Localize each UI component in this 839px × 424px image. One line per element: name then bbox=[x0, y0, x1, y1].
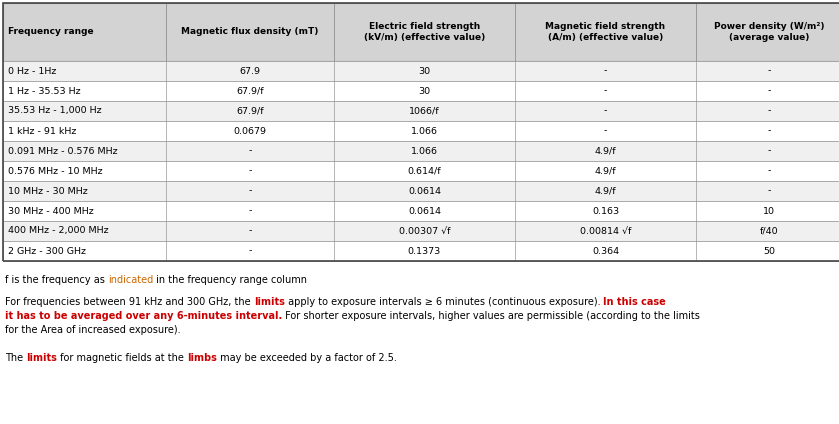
Text: 400 MHz - 2,000 MHz: 400 MHz - 2,000 MHz bbox=[8, 226, 108, 235]
Text: 1 kHz - 91 kHz: 1 kHz - 91 kHz bbox=[8, 126, 76, 136]
Text: limits: limits bbox=[26, 353, 57, 363]
Text: -: - bbox=[248, 226, 252, 235]
Bar bbox=[3, 141, 839, 161]
Text: 0.163: 0.163 bbox=[592, 206, 619, 215]
Bar bbox=[3, 121, 839, 141]
Text: 1.066: 1.066 bbox=[411, 126, 438, 136]
Text: 0.00814 √f: 0.00814 √f bbox=[580, 226, 631, 235]
Bar bbox=[3, 61, 839, 81]
Text: 4.9/f: 4.9/f bbox=[595, 147, 617, 156]
Text: -: - bbox=[248, 147, 252, 156]
Text: 0.091 MHz - 0.576 MHz: 0.091 MHz - 0.576 MHz bbox=[8, 147, 117, 156]
Text: 0.0614: 0.0614 bbox=[408, 206, 441, 215]
Text: 0.0614: 0.0614 bbox=[408, 187, 441, 195]
Bar bbox=[3, 181, 839, 201]
Text: 35.53 Hz - 1,000 Hz: 35.53 Hz - 1,000 Hz bbox=[8, 106, 102, 115]
Text: Electric field strength
(kV/m) (effective value): Electric field strength (kV/m) (effectiv… bbox=[364, 22, 485, 42]
Text: 67.9: 67.9 bbox=[239, 67, 260, 75]
Text: 0 Hz - 1Hz: 0 Hz - 1Hz bbox=[8, 67, 56, 75]
Text: -: - bbox=[768, 106, 771, 115]
Text: -: - bbox=[248, 206, 252, 215]
Bar bbox=[3, 201, 839, 221]
Text: Power density (W/m²)
(average value): Power density (W/m²) (average value) bbox=[714, 22, 824, 42]
Text: 1066/f: 1066/f bbox=[409, 106, 440, 115]
Bar bbox=[3, 81, 839, 101]
Text: 1 Hz - 35.53 Hz: 1 Hz - 35.53 Hz bbox=[8, 86, 81, 95]
Text: for magnetic fields at the: for magnetic fields at the bbox=[57, 353, 187, 363]
Text: -: - bbox=[768, 126, 771, 136]
Bar bbox=[3, 161, 839, 181]
Text: 10: 10 bbox=[763, 206, 775, 215]
Text: 0.576 MHz - 10 MHz: 0.576 MHz - 10 MHz bbox=[8, 167, 102, 176]
Text: 67.9/f: 67.9/f bbox=[237, 106, 263, 115]
Text: it has to be averaged over any 6-minutes interval.: it has to be averaged over any 6-minutes… bbox=[5, 311, 282, 321]
Text: 0.00307 √f: 0.00307 √f bbox=[399, 226, 451, 235]
Text: apply to exposure intervals ≥ 6 minutes (continuous exposure).: apply to exposure intervals ≥ 6 minutes … bbox=[284, 297, 603, 307]
Text: 30: 30 bbox=[419, 67, 430, 75]
Text: -: - bbox=[768, 67, 771, 75]
Bar bbox=[3, 101, 839, 121]
Text: 0.0679: 0.0679 bbox=[233, 126, 267, 136]
Text: 1.066: 1.066 bbox=[411, 147, 438, 156]
Text: -: - bbox=[768, 187, 771, 195]
Text: Magnetic field strength
(A/m) (effective value): Magnetic field strength (A/m) (effective… bbox=[545, 22, 665, 42]
Text: For frequencies between 91 kHz and 300 GHz, the: For frequencies between 91 kHz and 300 G… bbox=[5, 297, 253, 307]
Text: -: - bbox=[768, 147, 771, 156]
Text: -: - bbox=[248, 246, 252, 256]
Text: in the frequency range column: in the frequency range column bbox=[154, 275, 307, 285]
Text: -: - bbox=[604, 106, 607, 115]
Text: f/40: f/40 bbox=[759, 226, 779, 235]
Text: limits: limits bbox=[253, 297, 284, 307]
Text: 10 MHz - 30 MHz: 10 MHz - 30 MHz bbox=[8, 187, 88, 195]
Text: -: - bbox=[248, 187, 252, 195]
Text: f is the frequency as: f is the frequency as bbox=[5, 275, 108, 285]
Bar bbox=[3, 221, 839, 241]
Text: 30: 30 bbox=[419, 86, 430, 95]
Text: 67.9/f: 67.9/f bbox=[237, 86, 263, 95]
Text: 0.1373: 0.1373 bbox=[408, 246, 441, 256]
Text: for the Area of increased exposure).: for the Area of increased exposure). bbox=[5, 325, 180, 335]
Text: Frequency range: Frequency range bbox=[8, 28, 94, 36]
Bar bbox=[3, 241, 839, 261]
Text: 4.9/f: 4.9/f bbox=[595, 187, 617, 195]
Text: may be exceeded by a factor of 2.5.: may be exceeded by a factor of 2.5. bbox=[217, 353, 397, 363]
Text: indicated: indicated bbox=[108, 275, 154, 285]
Text: -: - bbox=[768, 86, 771, 95]
Text: 0.364: 0.364 bbox=[592, 246, 619, 256]
Text: 30 MHz - 400 MHz: 30 MHz - 400 MHz bbox=[8, 206, 94, 215]
Text: -: - bbox=[604, 86, 607, 95]
Text: 0.614/f: 0.614/f bbox=[408, 167, 441, 176]
Bar bbox=[3, 3, 839, 261]
Text: The: The bbox=[5, 353, 26, 363]
Text: -: - bbox=[604, 67, 607, 75]
Text: 50: 50 bbox=[763, 246, 775, 256]
Bar bbox=[3, 3, 839, 61]
Text: Magnetic flux density (mT): Magnetic flux density (mT) bbox=[181, 28, 319, 36]
Text: In this case: In this case bbox=[603, 297, 666, 307]
Text: 4.9/f: 4.9/f bbox=[595, 167, 617, 176]
Text: 2 GHz - 300 GHz: 2 GHz - 300 GHz bbox=[8, 246, 86, 256]
Text: For shorter exposure intervals, higher values are permissible (according to the : For shorter exposure intervals, higher v… bbox=[282, 311, 700, 321]
Text: limbs: limbs bbox=[187, 353, 217, 363]
Text: -: - bbox=[604, 126, 607, 136]
Text: -: - bbox=[248, 167, 252, 176]
Text: -: - bbox=[768, 167, 771, 176]
